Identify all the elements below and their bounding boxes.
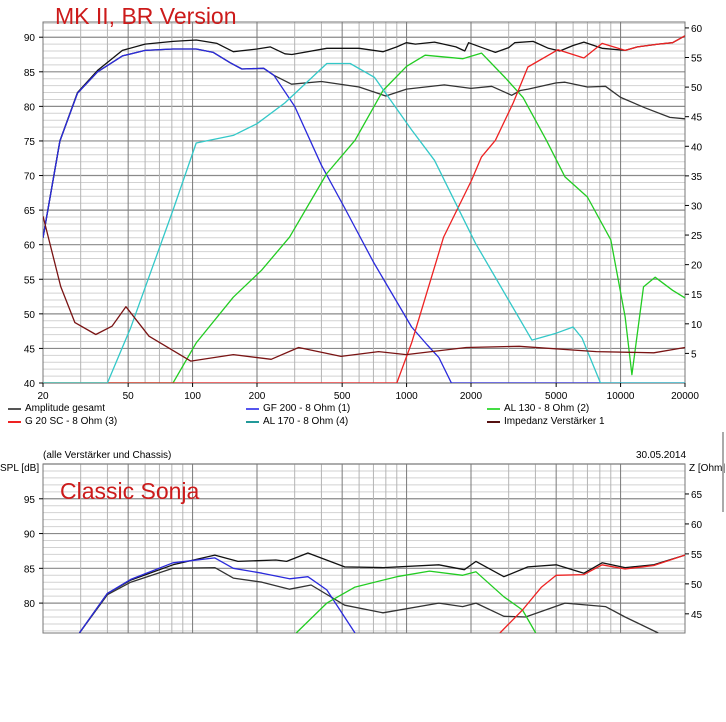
legend-swatch xyxy=(487,407,500,410)
y-tick-label: 50 xyxy=(24,310,36,321)
legend-swatch xyxy=(8,420,21,423)
chart-title-mk2: MK II, BR Version xyxy=(55,3,237,29)
y2-axis-label-z: Z [Ohm] xyxy=(689,463,725,474)
y2-tick-label: 45 xyxy=(691,113,703,124)
y2-tick-label: 5 xyxy=(691,349,697,360)
series-line-amplitude-gesamt xyxy=(43,35,685,238)
legend-label: AL 130 - 8 Ohm (2) xyxy=(504,403,590,414)
chart-mk2-br-version: 40 45 50 55 60 65 70 75 80 85 90 5 10 15 20 25 30 35 40 45 5… xyxy=(24,21,703,402)
x-tick-label: 2000 xyxy=(460,391,483,402)
series-line-amplitude-reference xyxy=(78,566,659,633)
y-tick-label: 95 xyxy=(24,495,36,506)
y2-tick-label: 50 xyxy=(691,580,703,591)
legend-swatch xyxy=(487,420,500,423)
plot-border xyxy=(42,463,686,634)
chart-subtitle: (alle Verstärker und Chassis) xyxy=(43,450,172,461)
series-line-impedanz-verst-rker-1 xyxy=(43,215,685,362)
legend-swatch xyxy=(246,407,259,410)
y-tick-label: 70 xyxy=(24,172,36,183)
y2-tick-label: 45 xyxy=(691,610,703,621)
y2-tick-label: 25 xyxy=(691,231,703,242)
y-tick-label: 75 xyxy=(24,137,36,148)
y-tick-label: 55 xyxy=(24,275,36,286)
x-tick-label: 500 xyxy=(334,391,351,402)
x-tick-label: 10000 xyxy=(607,391,635,402)
y-tick-label: 80 xyxy=(24,102,36,113)
y2-tick-label: 55 xyxy=(691,54,703,65)
y2-tick-label: 60 xyxy=(691,520,703,531)
legend-item-g20sc: G 20 SC - 8 Ohm (3) xyxy=(8,416,117,427)
legend-label: Amplitude gesamt xyxy=(25,403,106,414)
x-tick-label: 1000 xyxy=(395,391,418,402)
y-tick-label: 90 xyxy=(24,33,36,44)
series-line-g-20-sc-8-ohm-3 xyxy=(499,554,685,633)
x-tick-label: 5000 xyxy=(545,391,568,402)
y2-tick-label: 30 xyxy=(691,201,703,212)
legend-item-al130: AL 130 - 8 Ohm (2) xyxy=(487,403,589,414)
y2-tick-label: 15 xyxy=(691,290,703,301)
y-tick-label: 85 xyxy=(24,564,36,575)
legend-item-impedanz: Impedanz Verstärker 1 xyxy=(487,416,605,427)
series-line-al-130-8-ohm-2 xyxy=(295,570,537,633)
chart-classic-sonja: 80 85 90 95 45 50 55 60 65 xyxy=(24,463,703,634)
series-line-al-170-8-ohm-4 xyxy=(43,62,685,383)
plot-area xyxy=(43,22,685,383)
series-line-al-130-8-ohm-2 xyxy=(43,52,685,383)
series-line-g-20-sc-8-ohm-3 xyxy=(43,35,685,383)
y-tick-label: 85 xyxy=(24,68,36,79)
x-tick-label: 20 xyxy=(37,391,49,402)
legend-item-al170: AL 170 - 8 Ohm (4) xyxy=(246,416,348,427)
x-tick-label: 20000 xyxy=(671,391,699,402)
legend-label: GF 200 - 8 Ohm (1) xyxy=(263,403,351,414)
series-line-gf-200-8-ohm-1 xyxy=(78,557,356,633)
legend-label: G 20 SC - 8 Ohm (3) xyxy=(25,416,118,427)
y-tick-label: 40 xyxy=(24,379,36,390)
y2-tick-label: 20 xyxy=(691,261,703,272)
y-tick-label: 65 xyxy=(24,206,36,217)
y2-tick-label: 40 xyxy=(691,142,703,153)
y-tick-label: 60 xyxy=(24,241,36,252)
x-tick-label: 50 xyxy=(123,391,135,402)
chart-date: 30.05.2014 xyxy=(636,450,687,461)
x-tick-label: 100 xyxy=(184,391,201,402)
y2-tick-label: 10 xyxy=(691,320,703,331)
legend-label: AL 170 - 8 Ohm (4) xyxy=(263,416,349,427)
legend-swatch xyxy=(246,420,259,423)
y2-tick-label: 50 xyxy=(691,83,703,94)
y2-tick-label: 65 xyxy=(691,490,703,501)
legend-swatch xyxy=(8,407,21,410)
y-tick-label: 80 xyxy=(24,599,36,610)
legend-item-amplitude-gesamt: Amplitude gesamt xyxy=(8,403,105,414)
y2-tick-label: 60 xyxy=(691,24,703,35)
chart-title-classic-sonja: Classic Sonja xyxy=(60,478,200,504)
y2-tick-label: 55 xyxy=(691,550,703,561)
x-tick-label: 200 xyxy=(249,391,266,402)
legend-item-gf200: GF 200 - 8 Ohm (1) xyxy=(246,403,350,414)
y-tick-label: 45 xyxy=(24,344,36,355)
y-tick-label: 90 xyxy=(24,530,36,541)
legend-label: Impedanz Verstärker 1 xyxy=(504,416,605,427)
y-axis-label-spl: SPL [dB] xyxy=(0,463,39,474)
y2-tick-label: 35 xyxy=(691,172,703,183)
series-line-gf-200-8-ohm-1 xyxy=(43,48,685,383)
